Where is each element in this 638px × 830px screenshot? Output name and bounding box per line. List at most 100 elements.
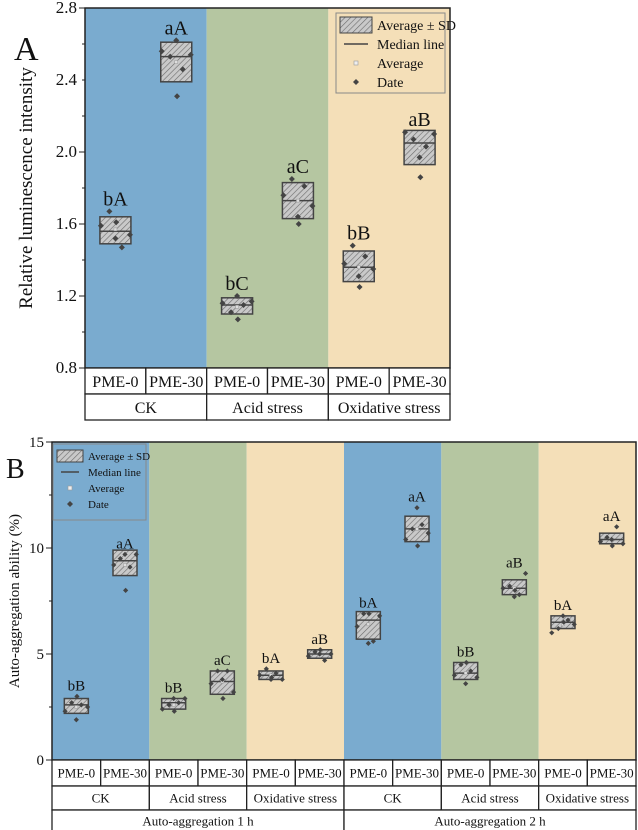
data-point — [117, 556, 123, 562]
category-label: Oxidative stress — [338, 400, 441, 417]
data-point — [113, 219, 120, 226]
data-point — [549, 630, 555, 636]
category-label: PME-30 — [149, 374, 203, 391]
data-point — [123, 587, 129, 593]
data-point — [179, 66, 186, 73]
average-marker — [415, 527, 419, 531]
significance-label: bA — [359, 596, 378, 612]
data-point — [230, 689, 237, 695]
group-background — [441, 442, 539, 760]
data-point — [133, 551, 139, 557]
category-cell — [343, 809, 637, 830]
y-tick-label: 15 — [29, 435, 44, 451]
significance-label: bA — [262, 651, 281, 667]
category-label: PME-0 — [336, 374, 382, 391]
category-label: PME-0 — [447, 766, 485, 781]
data-point — [84, 704, 91, 710]
category-label: PME-30 — [395, 766, 439, 781]
legend-date-swatch — [353, 79, 359, 85]
y-tick-label: 1.2 — [56, 286, 77, 305]
data-point — [356, 284, 363, 290]
data-point — [317, 647, 323, 653]
data-point — [376, 613, 383, 619]
y-tick-label: 1.6 — [56, 214, 77, 233]
data-point — [317, 651, 323, 657]
category-label: PME-30 — [103, 766, 147, 781]
category-label: PME-30 — [590, 766, 634, 781]
data-point — [240, 302, 247, 308]
legend-box-swatch — [56, 449, 84, 463]
data-point — [423, 143, 430, 150]
data-point — [294, 213, 301, 220]
category-label: PME-30 — [271, 374, 325, 391]
data-point — [604, 534, 610, 540]
data-point — [322, 657, 328, 663]
data-point — [522, 570, 529, 577]
sd-box — [160, 41, 193, 83]
category-label: PME-30 — [492, 766, 536, 781]
data-point — [62, 708, 68, 714]
category-label: PME-30 — [392, 374, 446, 391]
box-2: bC — [219, 273, 255, 323]
category-cell — [294, 759, 345, 787]
category-label: Acid stress — [461, 791, 518, 806]
legend-label: Date — [377, 76, 403, 91]
significance-label: bA — [103, 188, 128, 210]
box-2: bB — [159, 681, 188, 714]
significance-label: bB — [457, 644, 475, 660]
significance-label: aB — [506, 555, 523, 571]
legend: Average ± SD Median line Average Date — [335, 12, 456, 94]
y-tick-label: 10 — [29, 541, 44, 557]
data-point — [328, 651, 334, 657]
group-background — [328, 8, 450, 368]
data-point — [555, 625, 561, 632]
data-point — [620, 541, 626, 547]
significance-label: aA — [116, 536, 134, 552]
data-point — [69, 700, 75, 706]
category-cell — [246, 759, 296, 787]
data-point — [366, 611, 372, 617]
data-point — [500, 585, 506, 591]
data-point — [74, 693, 80, 699]
data-point — [171, 708, 177, 714]
legend-average-swatch — [353, 60, 359, 66]
legend: Average ± SD Median line Average Date — [52, 443, 150, 521]
data-point — [167, 53, 174, 60]
category-label: CK — [135, 400, 158, 417]
data-point — [171, 695, 177, 702]
data-point — [158, 48, 165, 55]
y-tick-label: 5 — [37, 647, 45, 663]
data-point — [403, 536, 409, 543]
box-7: aA — [403, 490, 431, 549]
data-point — [295, 221, 302, 227]
box-5: aB — [305, 632, 334, 663]
significance-label: aA — [603, 509, 621, 525]
data-point — [565, 617, 571, 623]
data-point — [361, 611, 367, 617]
y-tick-label: 2.4 — [56, 70, 78, 89]
data-point — [106, 208, 113, 215]
average-marker — [417, 146, 422, 151]
legend-frame — [335, 12, 446, 94]
data-point — [370, 266, 377, 272]
average-marker — [123, 563, 127, 567]
data-point — [507, 583, 513, 589]
data-point — [609, 536, 615, 543]
category-cell — [327, 367, 390, 395]
category-label: PME-0 — [350, 766, 388, 781]
data-point — [362, 253, 369, 260]
data-point — [474, 674, 480, 680]
data-point — [301, 183, 308, 190]
average-marker — [366, 622, 371, 627]
data-point — [451, 672, 458, 678]
data-point — [561, 619, 567, 625]
legend-label: Average ± SD — [88, 451, 150, 463]
data-point — [73, 717, 79, 723]
category-label: PME-0 — [544, 766, 582, 781]
category-cell — [246, 785, 345, 811]
data-point — [126, 231, 133, 238]
data-point — [224, 668, 230, 674]
data-point — [365, 640, 371, 646]
data-point — [122, 551, 128, 557]
